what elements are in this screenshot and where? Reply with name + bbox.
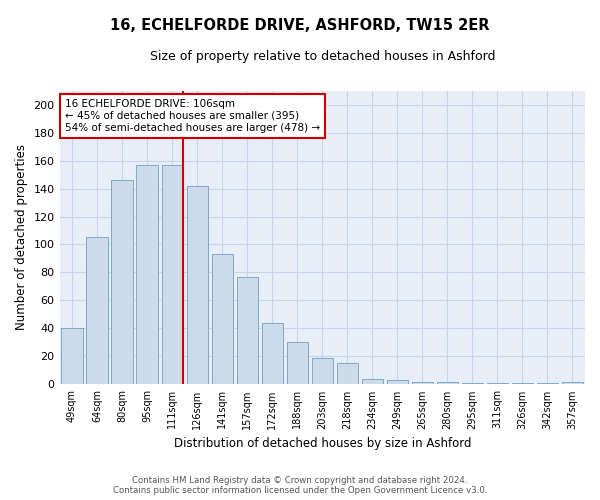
- Bar: [262, 323, 283, 384]
- Text: Contains HM Land Registry data © Crown copyright and database right 2024.
Contai: Contains HM Land Registry data © Crown c…: [113, 476, 487, 495]
- Title: Size of property relative to detached houses in Ashford: Size of property relative to detached ho…: [149, 50, 495, 63]
- Bar: [362, 379, 383, 384]
- Bar: [86, 238, 108, 384]
- Text: 16 ECHELFORDE DRIVE: 106sqm
← 45% of detached houses are smaller (395)
54% of se: 16 ECHELFORDE DRIVE: 106sqm ← 45% of det…: [65, 100, 320, 132]
- Bar: [311, 358, 333, 384]
- Bar: [537, 383, 558, 384]
- X-axis label: Distribution of detached houses by size in Ashford: Distribution of detached houses by size …: [173, 437, 471, 450]
- Bar: [337, 364, 358, 384]
- Bar: [161, 164, 183, 384]
- Bar: [61, 328, 83, 384]
- Bar: [512, 383, 533, 384]
- Bar: [287, 342, 308, 384]
- Bar: [236, 276, 258, 384]
- Bar: [437, 382, 458, 384]
- Bar: [387, 380, 408, 384]
- Bar: [136, 164, 158, 384]
- Y-axis label: Number of detached properties: Number of detached properties: [15, 144, 28, 330]
- Text: 16, ECHELFORDE DRIVE, ASHFORD, TW15 2ER: 16, ECHELFORDE DRIVE, ASHFORD, TW15 2ER: [110, 18, 490, 32]
- Bar: [187, 186, 208, 384]
- Bar: [462, 383, 483, 384]
- Bar: [412, 382, 433, 384]
- Bar: [112, 180, 133, 384]
- Bar: [487, 383, 508, 384]
- Bar: [562, 382, 583, 384]
- Bar: [212, 254, 233, 384]
